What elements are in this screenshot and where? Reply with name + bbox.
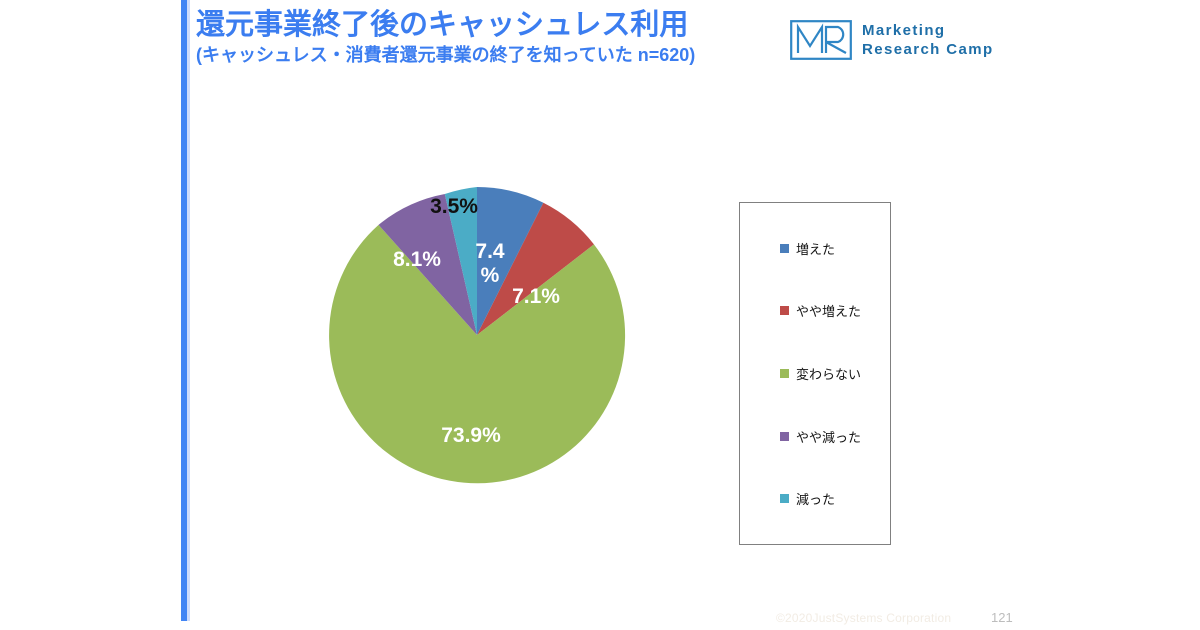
legend-item-increased[interactable]: 増えた xyxy=(780,238,890,258)
legend-label: 変わらない xyxy=(796,366,862,382)
brand-line-1: Marketing xyxy=(862,22,946,39)
pie-slice-unchanged[interactable] xyxy=(329,224,626,484)
chart-legend: 増えた やや増えた 変わらない やや減った 減った xyxy=(739,202,891,545)
legend-item-decreased[interactable]: 減った xyxy=(780,489,890,509)
legend-item-slightly-decreased[interactable]: やや減った xyxy=(780,426,890,446)
mr-monogram-icon xyxy=(790,20,852,60)
pie-slice-increased[interactable] xyxy=(477,187,544,335)
pie-chart xyxy=(327,185,627,485)
pie-chart-svg xyxy=(329,187,626,484)
left-accent-bar-shadow xyxy=(187,0,190,621)
chart-area: 7.4 % 7.1% 73.9% 8.1% 3.5% 増えた やや増えた 変わら… xyxy=(196,90,1196,590)
pie-slice-slightly-decreased[interactable] xyxy=(378,194,477,335)
footer-copyright: ©2020JustSystems Corporation xyxy=(776,611,952,625)
page-subtitle: (キャッシュレス・消費者還元事業の終了を知っていた n=620) xyxy=(196,45,696,65)
slide-header: 還元事業終了後のキャッシュレス利用 (キャッシュレス・消費者還元事業の終了を知っ… xyxy=(196,8,1026,78)
legend-label: やや減った xyxy=(796,429,862,445)
legend-swatch-icon xyxy=(780,243,789,253)
legend-label: 増えた xyxy=(796,241,836,257)
legend-label: やや増えた xyxy=(796,304,862,320)
legend-swatch-icon xyxy=(780,431,789,441)
brand-line-2: Research Camp xyxy=(862,41,994,58)
legend-swatch-icon xyxy=(780,306,789,316)
footer-page-number: 121 xyxy=(991,610,1013,625)
legend-item-slightly-increased[interactable]: やや増えた xyxy=(780,301,890,321)
legend-swatch-icon xyxy=(780,494,789,504)
page-title: 還元事業終了後のキャッシュレス利用 xyxy=(196,9,689,41)
legend-label: 減った xyxy=(796,492,836,508)
legend-item-unchanged[interactable]: 変わらない xyxy=(780,363,890,383)
brand-logo: Marketing Research Camp xyxy=(790,20,994,60)
pie-slice-slightly-increased[interactable] xyxy=(477,202,594,335)
pie-slice-decreased[interactable] xyxy=(444,187,477,335)
legend-swatch-icon xyxy=(780,368,789,378)
brand-logo-text: Marketing Research Camp xyxy=(862,21,994,59)
left-accent-bar xyxy=(181,0,187,621)
